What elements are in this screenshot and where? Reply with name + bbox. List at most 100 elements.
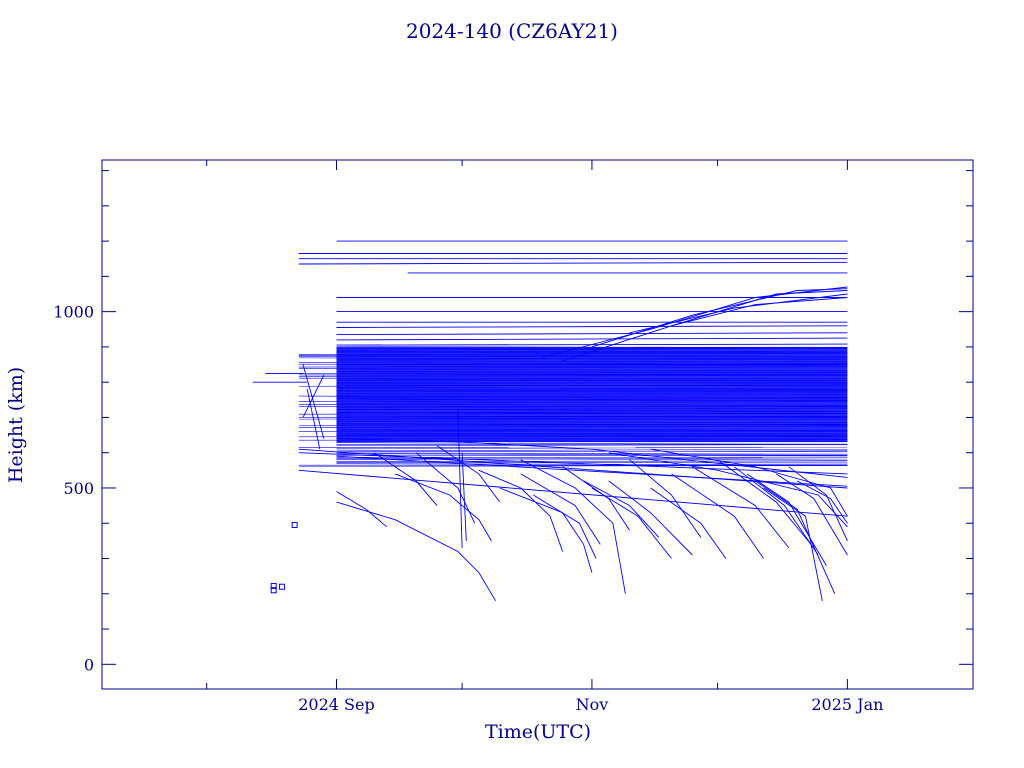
series-line [583,480,660,538]
band-trace [336,418,848,421]
series-line [591,487,672,559]
series-line [336,337,848,341]
band-trace [336,409,848,412]
band-trace [336,397,848,401]
series-line [478,469,564,552]
band-trace [336,449,848,453]
series-line [796,480,848,524]
band-trace [336,392,848,394]
band-trace [298,353,848,355]
series-line [306,389,321,450]
data-point [291,522,298,529]
band-trace [298,357,848,361]
data-points-group [270,522,298,594]
axis-ticks [102,160,973,689]
y-tick-label: 0 [84,655,94,674]
band-trace [336,428,848,431]
series-line [746,473,827,566]
series-line [373,452,438,506]
band-trace [336,387,848,390]
series-line [436,445,501,503]
band-trace [298,395,848,398]
band-trace [336,415,848,418]
series-line [562,290,848,362]
band-trace [298,417,848,420]
series-line [650,487,727,559]
series-line [591,288,848,348]
series-line [717,459,815,549]
series-line [298,469,848,517]
series-line [788,466,848,542]
band-trace [336,347,848,351]
band-trace [336,453,848,456]
series-line [533,494,597,559]
series-line [755,480,836,594]
series-line [541,286,848,358]
band-trace [336,420,848,424]
series-line [629,459,702,538]
series-line [298,452,848,475]
series-line [520,459,626,594]
band-trace [336,457,848,460]
y-tick-label: 1000 [53,303,94,322]
y-axis-label: Height (km) [5,367,27,483]
band-trace [336,389,848,392]
band-trace [336,398,848,401]
series-line [394,473,492,542]
tick-labels: 2024 Sep Nov 2025 Jan 0 500 1000 [53,303,883,714]
x-tick-label: 2024 Sep [298,695,374,714]
x-axis-label: Time(UTC) [485,721,591,743]
band-trace [298,362,848,365]
data-point [270,583,277,590]
series-line [298,261,848,265]
band-trace [298,375,848,377]
chart-title: 2024-140 (CZ6AY21) [406,19,618,43]
series-line [302,364,325,439]
band-trace [336,458,848,461]
band-trace [336,423,848,426]
series-line [520,473,601,545]
band-trace [336,434,848,436]
series-line [562,466,630,531]
series-line [763,487,823,601]
series-line [461,452,467,541]
series-line [336,491,388,528]
x-tick-label: 2025 Jan [811,695,883,714]
band-trace [336,452,848,455]
band-trace [336,462,848,464]
series-line [775,473,848,556]
band-trace [336,379,848,381]
x-tick-label: Nov [576,695,609,714]
band-trace [336,388,848,391]
series-line [671,297,848,327]
band-trace [336,368,848,372]
series-line [336,332,848,336]
data-point [279,583,286,590]
band-trace [336,401,848,404]
band-trace [336,455,848,457]
series-line [734,466,819,556]
band-trace [336,384,848,387]
data-band [298,346,848,467]
series-line [692,466,790,549]
series-line [336,501,496,602]
band-trace [298,404,848,406]
band-trace [298,412,848,415]
series-line [302,374,325,418]
series-line [671,473,764,559]
series-line [336,325,848,328]
band-trace [298,364,848,368]
band-trace [336,390,848,393]
band-trace [336,412,848,415]
band-trace [298,373,848,376]
band-trace [298,465,848,467]
band-trace [336,442,848,445]
band-trace [336,371,848,373]
band-trace [336,435,848,437]
data-series-group [252,240,848,602]
series-line [499,487,593,573]
band-trace [336,346,848,348]
band-trace [336,347,848,350]
band-trace [298,363,848,366]
band-trace [336,444,848,447]
